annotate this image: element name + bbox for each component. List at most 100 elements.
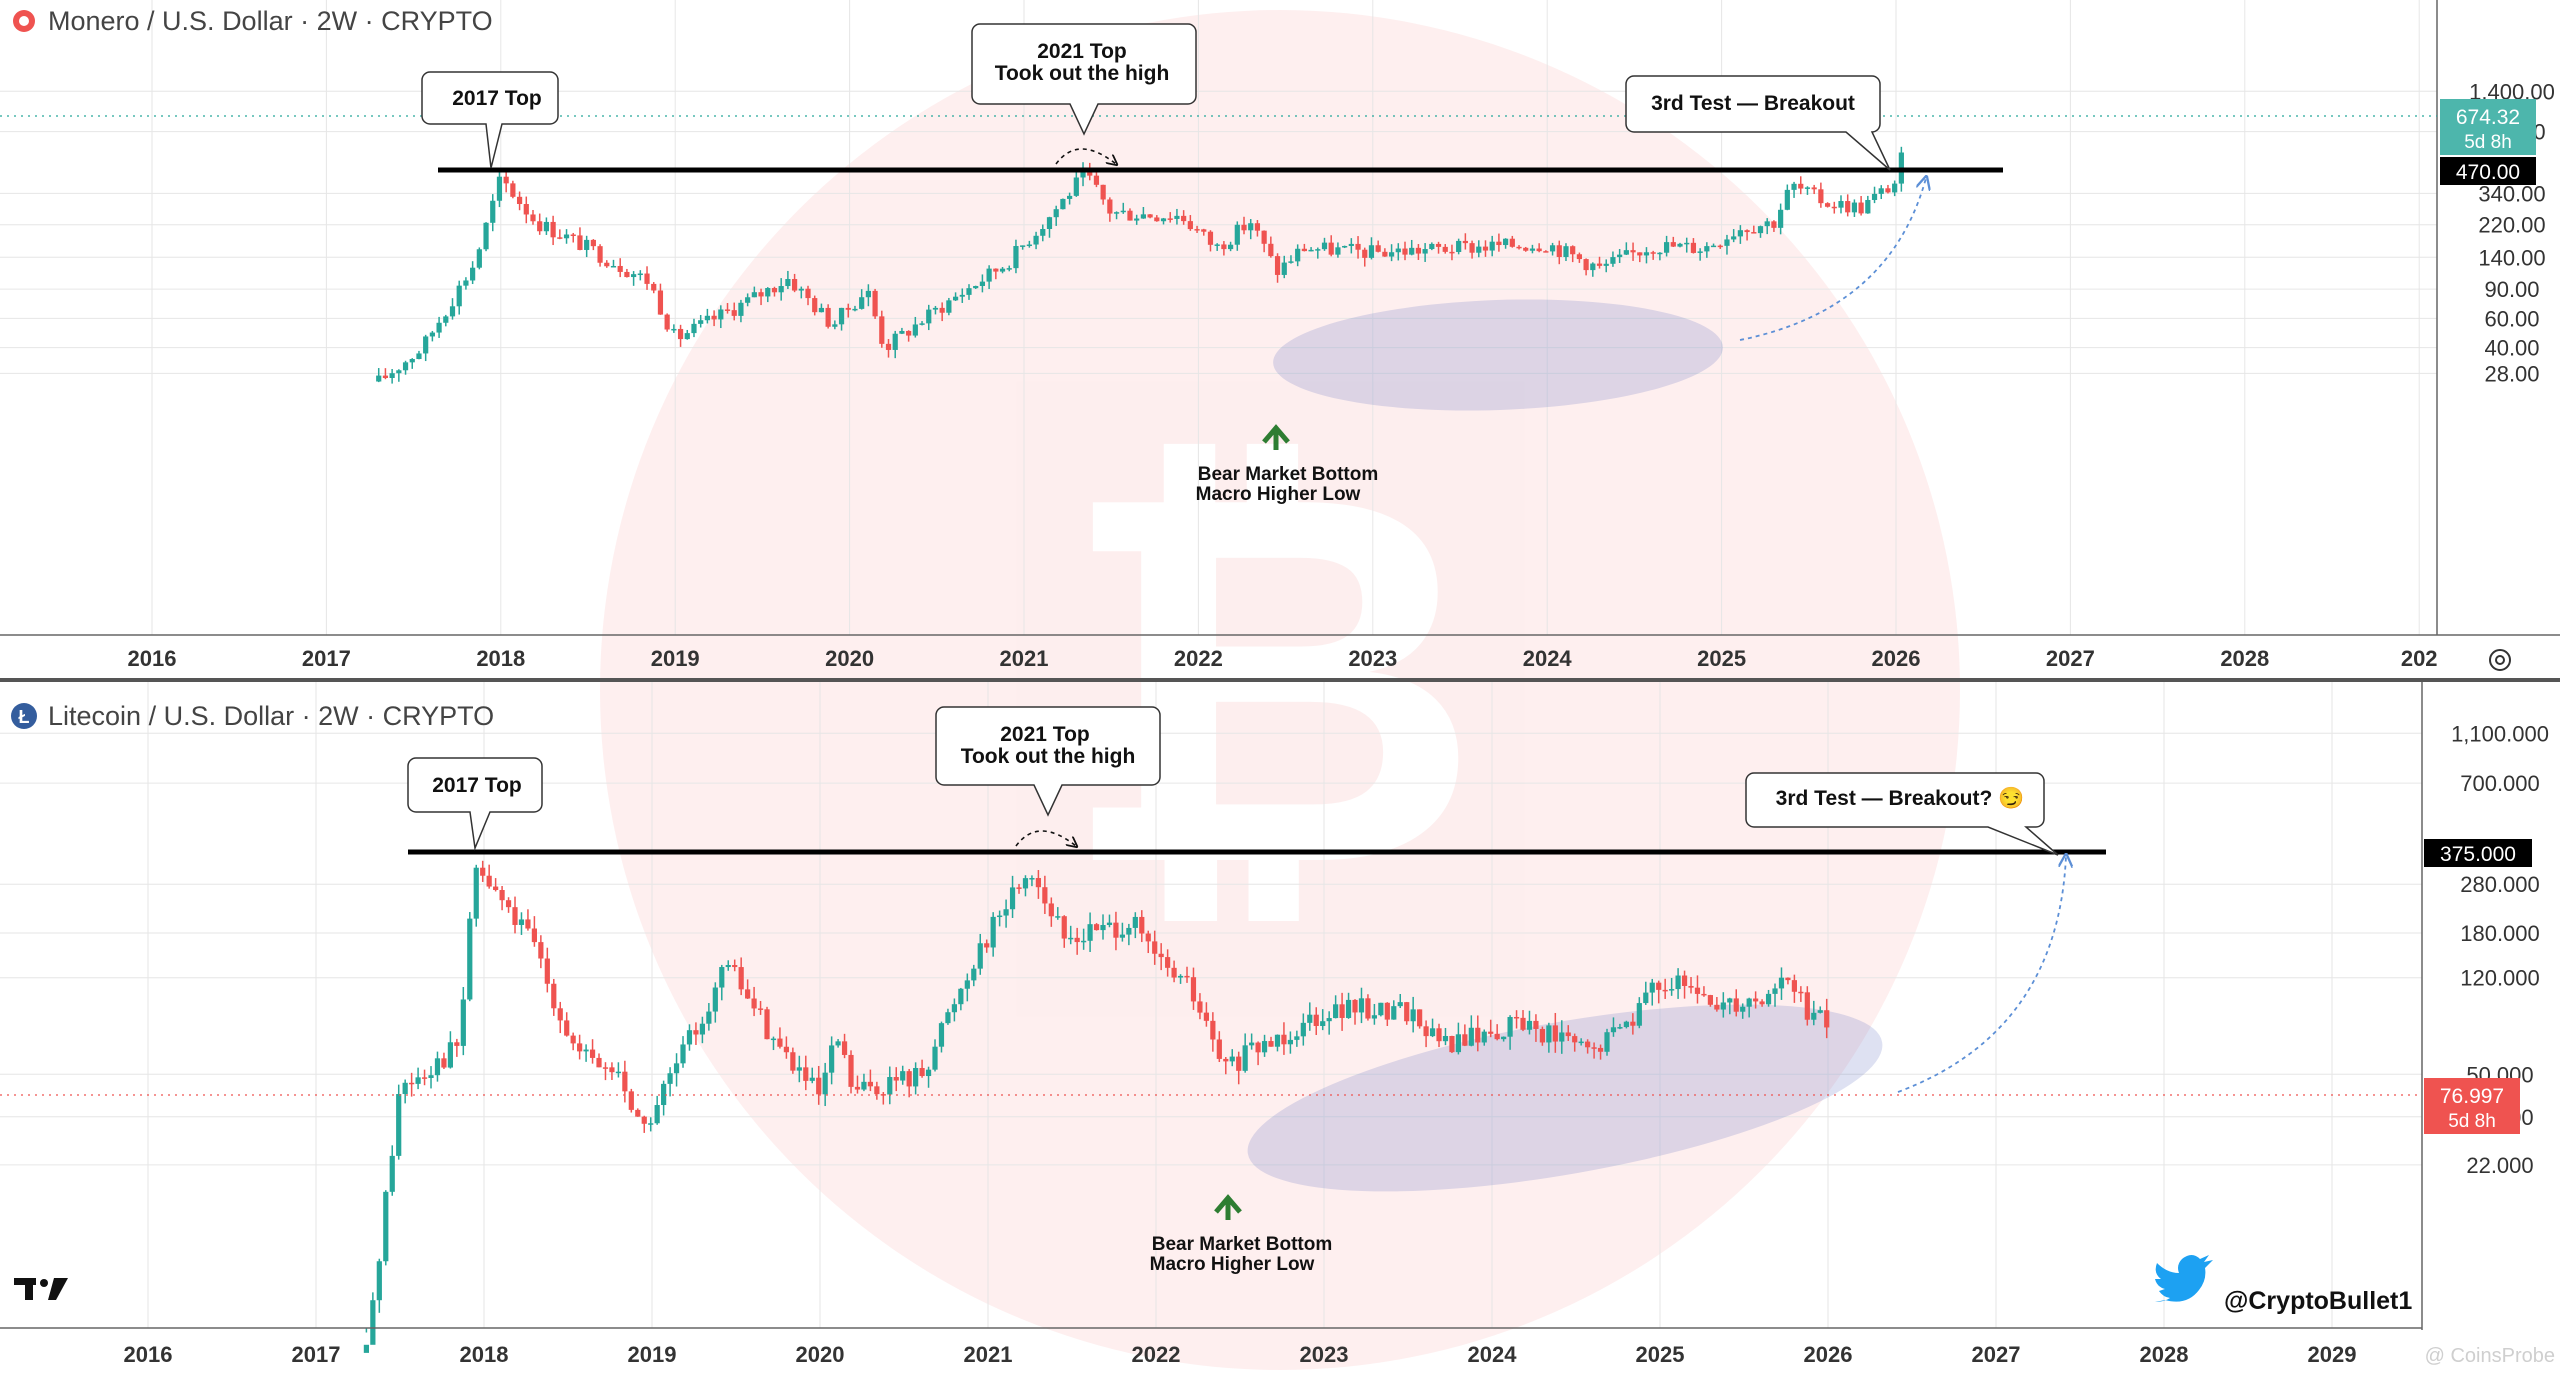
candle	[1536, 243, 1542, 253]
candle	[538, 935, 544, 969]
candle	[637, 270, 643, 281]
candle	[1488, 1019, 1494, 1038]
candle	[859, 289, 865, 310]
candle	[822, 1062, 828, 1107]
price-tick-label: 120.000	[2460, 966, 2540, 991]
candle	[1865, 195, 1871, 214]
candle	[429, 330, 435, 342]
candle	[1006, 265, 1012, 272]
candle	[1147, 214, 1153, 219]
candle	[698, 314, 704, 328]
candle	[1469, 240, 1475, 259]
candle	[938, 1021, 945, 1053]
candle	[584, 235, 590, 258]
candle	[476, 247, 482, 270]
candle	[1449, 244, 1455, 261]
candle	[913, 1062, 919, 1095]
candle	[724, 303, 731, 314]
candle	[557, 229, 563, 240]
candle	[751, 986, 757, 1017]
svg-text:Macro Higher Low: Macro Higher Low	[1196, 484, 1361, 505]
candle	[1871, 186, 1878, 204]
candle	[480, 860, 486, 882]
candle	[1701, 986, 1707, 997]
twitter-handle[interactable]: @CryptoBullet1	[2155, 1255, 2412, 1315]
xmr-last-price-badge: 674.32 5d 8h	[2440, 99, 2536, 155]
svg-text:2017 Top: 2017 Top	[452, 87, 541, 110]
year-tick-label: 2017	[292, 1342, 341, 1367]
year-tick-label: 2016	[124, 1342, 173, 1367]
candle	[671, 324, 677, 333]
candle	[1429, 1018, 1436, 1038]
candle	[389, 1145, 395, 1196]
candle	[778, 278, 784, 301]
xmr-resistance-tag: 470.00	[2440, 157, 2536, 185]
candle	[1181, 210, 1187, 225]
candle	[1423, 1020, 1429, 1048]
candle	[622, 1060, 628, 1103]
year-tick-label: 2017	[302, 646, 351, 671]
candle	[932, 305, 939, 315]
coinsprobe-watermark: @ CoinsProbe	[2425, 1345, 2555, 1367]
candle	[1690, 238, 1697, 254]
candle	[1731, 229, 1737, 243]
candle	[1513, 1010, 1520, 1029]
candle	[1165, 949, 1171, 977]
candle	[1552, 1012, 1558, 1053]
ltc-time-axis[interactable]: 2016 2017 2018 2019 2020 2021 2022 2023 2024 2025…	[124, 1342, 2357, 1367]
xmr-time-axis[interactable]: 2016 2017 2018 2019 2020 2021 2022 2023 2024 2025…	[128, 646, 2438, 671]
candle	[874, 1081, 880, 1100]
candle	[1630, 242, 1636, 261]
candle	[1167, 212, 1173, 223]
candle	[932, 1039, 938, 1072]
pane-separator[interactable]	[0, 678, 2560, 682]
candle	[796, 1055, 802, 1083]
candle	[1772, 983, 1778, 1007]
price-tick-label: 90.00	[2484, 277, 2539, 302]
candle	[765, 287, 771, 303]
tradingview-logo[interactable]	[14, 1278, 68, 1300]
candle	[986, 265, 992, 290]
xmr-countdown: 5d 8h	[2464, 132, 2512, 153]
candle	[421, 1069, 428, 1086]
candle	[389, 368, 395, 384]
candle	[803, 1055, 809, 1091]
ltc-price-axis[interactable]: 22.00034.00050.000120.000180.000280.0007…	[2451, 721, 2549, 1178]
candle	[1697, 248, 1703, 261]
candle	[1087, 912, 1093, 952]
candle	[1798, 176, 1804, 195]
candle	[1482, 240, 1489, 257]
year-tick-label: 2019	[651, 646, 700, 671]
candle	[1154, 215, 1160, 222]
candle	[661, 1080, 667, 1116]
candle	[376, 1258, 382, 1313]
candle	[1831, 201, 1837, 214]
candle	[383, 1190, 389, 1266]
candle	[1456, 238, 1462, 255]
candle	[798, 286, 804, 299]
candle	[1201, 228, 1207, 236]
candle	[977, 933, 983, 975]
candle	[1663, 235, 1670, 257]
candle	[583, 1044, 589, 1062]
ltc-consolidation-ellipse	[1247, 1004, 1883, 1192]
candle	[1501, 1036, 1507, 1042]
candle	[984, 939, 990, 953]
candle	[1221, 241, 1227, 256]
candle	[1704, 242, 1710, 258]
candle	[454, 1038, 460, 1057]
candle	[563, 229, 570, 244]
gear-icon[interactable]	[2489, 649, 2511, 671]
candle	[686, 1024, 693, 1051]
candle	[919, 1059, 925, 1078]
candle	[1203, 1002, 1209, 1027]
ltc-candles	[363, 860, 1830, 1353]
candle	[1753, 991, 1759, 1009]
candle	[490, 194, 496, 232]
candle	[1171, 960, 1177, 983]
candle	[1214, 243, 1220, 251]
monero-icon-inner	[19, 16, 29, 26]
candle	[835, 1039, 841, 1048]
xmr-callout-2021-top: 2021 Top Took out the high	[971, 23, 1197, 164]
candle	[1301, 243, 1307, 252]
